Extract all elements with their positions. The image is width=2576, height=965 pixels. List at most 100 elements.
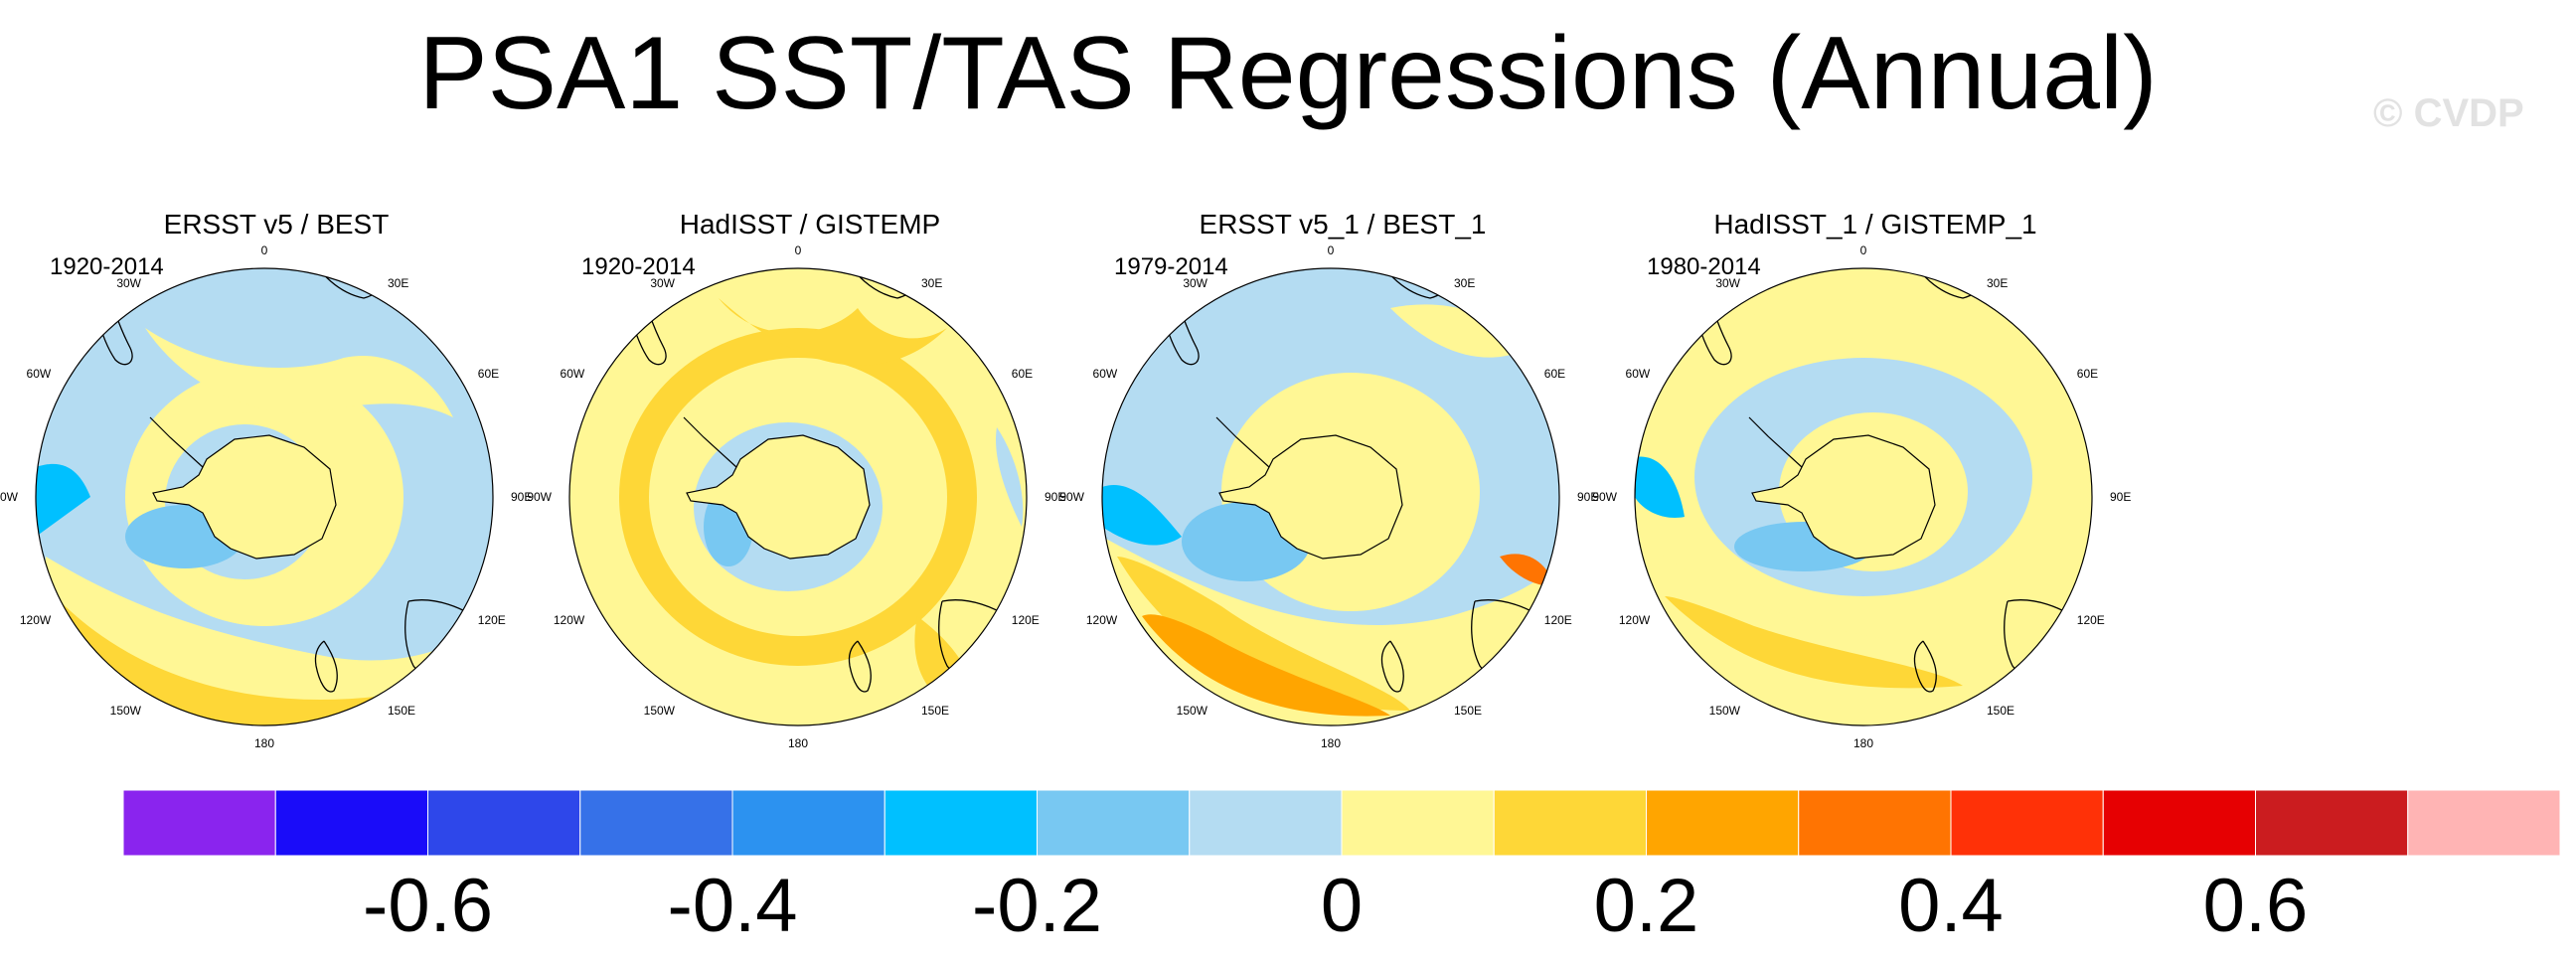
colorbar-tick-label: -0.2 — [972, 864, 1102, 948]
panel-years: 1980-2014 — [1647, 253, 1761, 280]
longitude-label: 90E — [1045, 490, 1065, 504]
coastline — [1913, 640, 1937, 693]
colorbar-swatch — [1646, 790, 1800, 857]
longitude-label: 60W — [1626, 367, 1651, 381]
longitude-label: 150E — [921, 704, 949, 718]
longitude-label: 120E — [478, 613, 506, 627]
longitude-label: 30E — [388, 276, 408, 290]
longitude-label: 150W — [110, 704, 142, 718]
longitude-label: 90W — [0, 490, 19, 504]
longitude-label: 180 — [788, 736, 808, 750]
peninsula-coast — [1215, 416, 1270, 468]
longitude-label: 30W — [1183, 276, 1208, 290]
colorbar-swatch — [274, 790, 428, 857]
polar-map: 0 30E 60E 90E 120E 150E 180 150W 120W 90W 60W 30W — [0, 243, 532, 750]
longitude-label: 150E — [1454, 704, 1482, 718]
peninsula-coast — [683, 416, 737, 468]
colorbar-swatch — [1950, 790, 2104, 857]
peninsula-coast — [149, 416, 204, 468]
longitude-label: 0 — [1328, 243, 1335, 257]
longitude-label: 90E — [2110, 490, 2131, 504]
field-region — [1102, 485, 1182, 546]
colorbar-swatch — [2255, 790, 2409, 857]
longitude-label: 60E — [1012, 367, 1033, 381]
map-border — [568, 267, 1028, 726]
colorbar-swatch — [1798, 790, 1952, 857]
longitude-label: 60E — [2077, 367, 2098, 381]
polar-map: 0 30E 60E 90E 120E 150E 180 150W 120W 90W 60W 30W — [1059, 243, 1598, 750]
field-region — [1744, 299, 1923, 340]
field-region — [1117, 557, 1410, 711]
colorbar-swatch — [1189, 790, 1343, 857]
map-border — [35, 267, 494, 726]
field-region — [145, 328, 453, 417]
antarctica-coast — [686, 434, 871, 560]
colorbar-swatch — [1493, 790, 1647, 857]
longitude-label: 120W — [554, 613, 585, 627]
antarctica-coast — [1751, 434, 1936, 560]
longitude-label: 90E — [511, 490, 532, 504]
field-region — [36, 463, 90, 537]
map-panel-hadisst-gistemp: 0 30E 60E 90E 120E 150E 180 150W 120W 90W 60W 30W H… — [527, 199, 1068, 755]
colorbar-tick-label: 0.4 — [1898, 864, 2004, 948]
colorbar-swatch — [122, 790, 276, 857]
panel-years: 1920-2014 — [50, 253, 164, 280]
longitude-label: 30E — [1987, 276, 2008, 290]
longitude-label: 120W — [1619, 613, 1651, 627]
longitude-label: 60E — [478, 367, 499, 381]
longitude-label: 90W — [1592, 490, 1617, 504]
colorbar-tick-label: 0.6 — [2202, 864, 2309, 948]
longitude-label: 90E — [1577, 490, 1598, 504]
colorbar-swatch — [1037, 790, 1191, 857]
coastline — [1380, 640, 1404, 693]
panel-title: ERSST v5_1 / BEST_1 — [1199, 209, 1487, 240]
longitude-label: 150W — [1709, 704, 1741, 718]
longitude-label: 30W — [1715, 276, 1740, 290]
longitude-label: 120E — [1544, 613, 1572, 627]
map-panel-ersst1-best1: 0 30E 60E 90E 120E 150E 180 150W 120W 90W 60W 30W E… — [1059, 199, 1601, 755]
antarctica-coast — [1218, 434, 1403, 560]
colorbar-swatch — [884, 790, 1038, 857]
longitude-label: 30E — [1454, 276, 1475, 290]
panel-title: HadISST_1 / GISTEMP_1 — [1713, 209, 2037, 240]
longitude-label: 150W — [1177, 704, 1208, 718]
colorbar-tick-label: 0 — [1320, 864, 1364, 948]
polar-map: 0 30E 60E 90E 120E 150E 180 150W 120W 90W 60W 30W — [1592, 243, 2131, 750]
panel-years: 1979-2014 — [1114, 253, 1228, 280]
longitude-label: 0 — [1860, 243, 1867, 257]
longitude-label: 120E — [1012, 613, 1040, 627]
map-border — [1101, 267, 1560, 726]
longitude-label: 30E — [921, 276, 942, 290]
map-panel-hadisst1-gistemp1: 0 30E 60E 90E 120E 150E 180 150W 120W 90W 60W 30W H… — [1592, 199, 2134, 755]
colorbar-tick-label: 0.2 — [1593, 864, 1699, 948]
longitude-label: 180 — [1853, 736, 1873, 750]
field-region — [1142, 614, 1390, 717]
longitude-label: 60W — [561, 367, 585, 381]
longitude-label: 150W — [644, 704, 676, 718]
colorbar-swatches — [122, 790, 2561, 857]
colorbar-tick-label: -0.4 — [667, 864, 798, 948]
longitude-label: 30W — [116, 276, 141, 290]
colorbar-swatch — [427, 790, 581, 857]
cvdp-watermark: © CVDP — [2373, 91, 2524, 135]
map-border — [1634, 267, 2093, 726]
longitude-label: 90W — [527, 490, 552, 504]
field-region — [1500, 554, 1554, 586]
longitude-label: 120E — [2077, 613, 2105, 627]
colorbar: -0.6 -0.4 -0.2 0 0.2 0.4 0.6 — [0, 790, 2576, 965]
field-region — [36, 586, 488, 725]
longitude-label: 150E — [388, 704, 415, 718]
longitude-label: 0 — [261, 243, 268, 257]
coastline — [314, 640, 338, 693]
longitude-label: 30W — [650, 276, 675, 290]
colorbar-swatch — [2102, 790, 2256, 857]
colorbar-swatch — [2407, 790, 2561, 857]
longitude-label: 60W — [1093, 367, 1118, 381]
colorbar-swatch — [1341, 790, 1495, 857]
longitude-label: 120W — [1086, 613, 1118, 627]
antarctica-coast — [152, 434, 337, 560]
field-region — [1390, 304, 1530, 358]
field-region — [1635, 537, 2092, 725]
colorbar-swatch — [579, 790, 733, 857]
longitude-label: 180 — [254, 736, 274, 750]
